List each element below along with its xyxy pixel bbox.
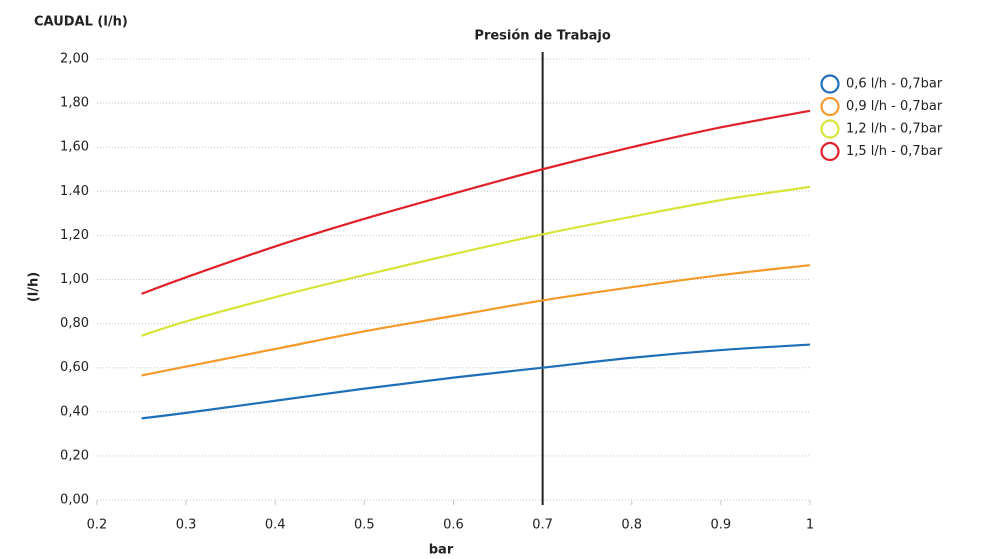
legend-marker [820, 96, 840, 117]
y-tick-label: 1,60 [60, 140, 89, 155]
y-tick-label: 0,20 [60, 448, 89, 463]
legend-label: 1,5 l/h - 0,7bar [846, 144, 943, 159]
x-tick-label: 0.9 [711, 518, 732, 533]
x-tick-label: 0.8 [621, 518, 642, 533]
legend-label: 0,6 l/h - 0,7bar [846, 77, 943, 92]
legend-marker [820, 141, 840, 162]
legend-label: 0,9 l/h - 0,7bar [846, 99, 943, 114]
x-tick-label: 0.2 [87, 518, 108, 533]
series-line [141, 343, 811, 420]
x-tick-label: 0.6 [443, 518, 464, 533]
y-axis-label: (l/h) [27, 272, 42, 302]
series-line [141, 109, 811, 295]
y-tick-label: 2,00 [60, 52, 89, 67]
y-tick-label: 1,20 [60, 228, 89, 243]
x-tick-label: 1 [806, 518, 814, 533]
x-tick-label: 0.4 [265, 518, 286, 533]
legend-label: 1,2 l/h - 0,7bar [846, 122, 943, 137]
x-tick-label: 0.7 [532, 518, 553, 533]
y-tick-label: 0,80 [60, 316, 89, 331]
chart-title: CAUDAL (l/h) [34, 15, 128, 30]
x-tick-label: 0.3 [176, 518, 197, 533]
legend-marker [820, 74, 840, 94]
y-tick-label: 1.40 [60, 184, 89, 199]
y-tick-label: 1,80 [60, 96, 89, 111]
series-line [141, 185, 811, 337]
x-axis-label: bar [429, 543, 454, 558]
y-tick-label: 0,40 [60, 404, 89, 419]
y-tick-label: 0,00 [60, 493, 89, 508]
y-tick-label: 1,00 [60, 272, 89, 287]
x-tick-label: 0.5 [354, 518, 375, 533]
reference-label: Presión de Trabajo [474, 29, 610, 44]
series-line [141, 264, 811, 377]
y-tick-label: 0,60 [60, 360, 89, 375]
legend-marker [820, 119, 840, 139]
